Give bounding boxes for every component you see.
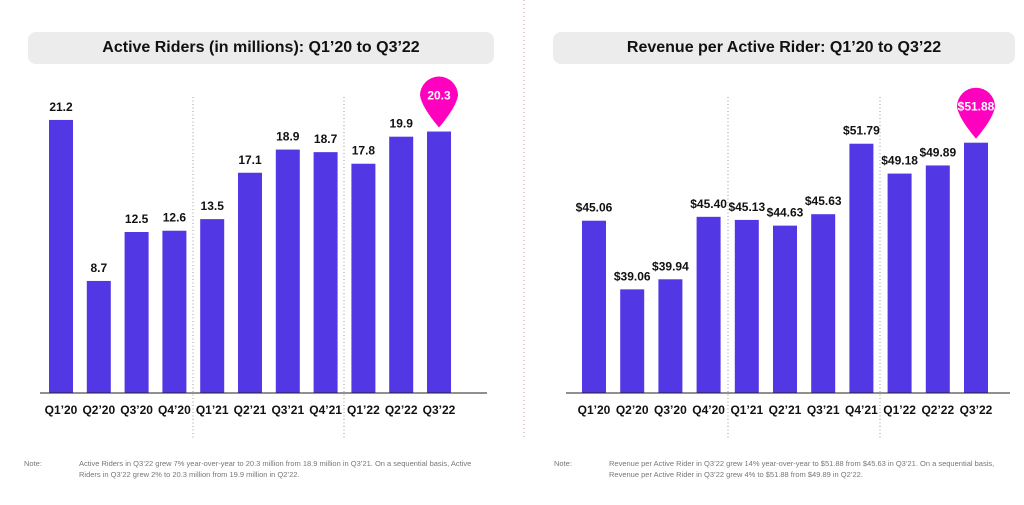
data-label: $49.89 [919, 145, 956, 159]
bar [925, 165, 950, 393]
bar [238, 172, 262, 393]
x-tick-label: Q3’21 [271, 403, 304, 417]
data-label: 18.7 [314, 132, 338, 146]
bar [773, 225, 797, 393]
x-tick-label: Q1’21 [730, 403, 763, 417]
data-label: 17.8 [352, 144, 376, 158]
chart-title-revenue-per-rider: Revenue per Active Rider: Q1’20 to Q3’22 [553, 32, 1015, 64]
data-label: 13.5 [201, 199, 225, 213]
data-label: 20.3 [427, 89, 451, 103]
x-tick-label: Q2’21 [769, 403, 802, 417]
note-label: Note: [24, 459, 42, 468]
data-label: $49.18 [881, 154, 918, 168]
data-label: $45.06 [576, 201, 613, 215]
data-label: 12.5 [125, 212, 149, 226]
x-tick-label: Q3’22 [960, 403, 993, 417]
bar [49, 119, 73, 393]
x-tick-label: Q4’20 [692, 403, 725, 417]
data-label: $45.63 [805, 194, 842, 208]
note-text: Active Riders in Q3’22 grew 7% year-over… [79, 459, 472, 479]
note-text: Revenue per Active Rider in Q3’22 grew 1… [609, 459, 995, 479]
x-tick-label: Q1’22 [347, 403, 380, 417]
bar [734, 219, 759, 393]
x-tick-label: Q4’21 [309, 403, 342, 417]
bar [313, 152, 338, 393]
bar [86, 280, 111, 393]
highlight-pin [420, 76, 458, 128]
data-label: $45.40 [690, 197, 727, 211]
x-tick-label: Q2’20 [616, 403, 649, 417]
bar [887, 173, 912, 393]
bar [389, 136, 414, 394]
x-tick-label: Q1’21 [196, 403, 229, 417]
x-tick-label: Q2’22 [385, 403, 418, 417]
x-tick-label: Q2’21 [234, 403, 267, 417]
bar [124, 232, 149, 393]
bar [658, 279, 683, 393]
data-label: 18.9 [276, 130, 300, 144]
data-label: $39.06 [614, 269, 651, 283]
data-label: 17.1 [238, 153, 262, 167]
x-tick-label: Q3’20 [654, 403, 687, 417]
data-label: $45.13 [728, 200, 765, 214]
bar [811, 214, 836, 393]
data-label: $39.94 [652, 259, 689, 273]
data-label: 21.2 [49, 100, 73, 114]
x-tick-label: Q1’20 [578, 403, 611, 417]
x-tick-label: Q4’21 [845, 403, 878, 417]
x-tick-label: Q3’22 [423, 403, 456, 417]
chart-0: Q1’20 21.2 Q2’20 8.7 Q3’20 12.5 Q4’20 12.6 Q1’21… [40, 76, 487, 440]
chart-title-active-riders: Active Riders (in millions): Q1’20 to Q3… [28, 32, 494, 64]
x-tick-label: Q1’22 [883, 403, 916, 417]
highlight-pin [957, 87, 995, 139]
bar [275, 149, 300, 393]
data-label: 19.9 [390, 117, 414, 131]
bar [351, 163, 376, 393]
bar [162, 230, 187, 393]
bar [696, 216, 721, 393]
data-label: $44.63 [767, 206, 804, 220]
chart-1: Q1’20 $45.06 Q2’20 $39.06 Q3’20 $39.94 Q4’20 $4… [566, 87, 1010, 440]
x-tick-label: Q3’21 [807, 403, 840, 417]
bar [849, 143, 874, 393]
data-label: 12.6 [163, 211, 187, 225]
data-label: $51.88 [958, 100, 995, 114]
bar [582, 220, 606, 393]
bar [200, 219, 225, 393]
x-tick-label: Q1’20 [45, 403, 78, 417]
bar [620, 289, 645, 393]
note-label: Note: [554, 459, 572, 468]
bar [427, 131, 451, 393]
x-tick-label: Q4’20 [158, 403, 191, 417]
x-tick-label: Q2’22 [921, 403, 954, 417]
data-label: $51.79 [843, 124, 880, 138]
x-tick-label: Q3’20 [120, 403, 153, 417]
x-tick-label: Q2’20 [82, 403, 115, 417]
data-label: 8.7 [90, 261, 107, 275]
bar [964, 142, 988, 393]
